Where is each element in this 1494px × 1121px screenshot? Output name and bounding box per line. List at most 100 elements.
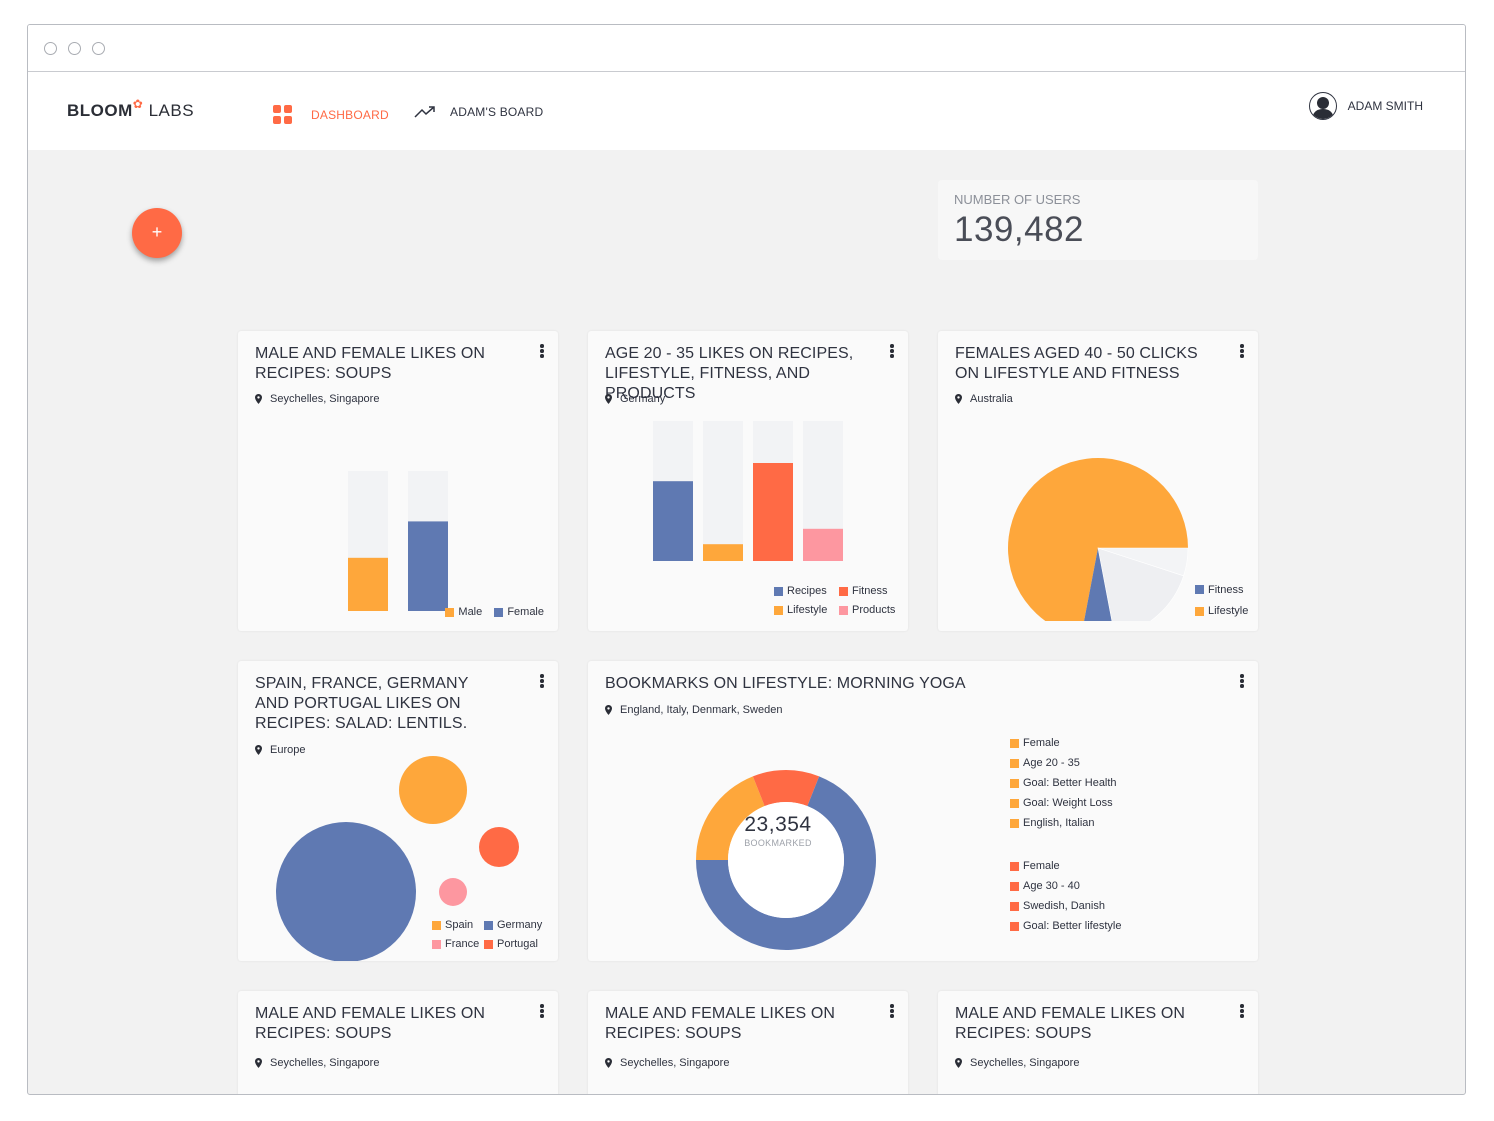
dashboard-grid-icon xyxy=(273,105,292,124)
legend-swatch xyxy=(839,605,848,615)
card-title: FEMALES AGED 40 - 50 CLICKS ON LIFESTYLE… xyxy=(955,345,1198,382)
legend-label: Goal: Better Health xyxy=(1023,777,1117,789)
legend-item: Germany xyxy=(484,919,542,931)
user-menu[interactable]: ADAM SMITH xyxy=(1308,92,1423,120)
pie-slice-other xyxy=(1097,547,1189,577)
avatar xyxy=(1308,92,1337,120)
legend-swatch xyxy=(1195,606,1204,616)
legend-item: Spain xyxy=(432,919,480,931)
logo[interactable]: BLOOM✿ LABS xyxy=(67,97,195,121)
legend-swatch xyxy=(484,920,493,930)
legend-swatch xyxy=(1010,738,1019,748)
legend-swatch xyxy=(445,607,455,617)
legend-swatch xyxy=(774,586,783,596)
location-pin-icon xyxy=(605,394,612,404)
browser-window: BLOOM✿ LABS DASHBOARD ADAM'S BOARD ADAM … xyxy=(27,24,1466,1095)
app-header: BLOOM✿ LABS DASHBOARD ADAM'S BOARD ADAM … xyxy=(28,72,1465,150)
chart-legend-group-red: Female Age 30 - 40 Swedish, Danish Goal:… xyxy=(1001,856,1121,936)
card-male-female-likes-4[interactable]: MALE AND FEMALE LIKES ON RECIPES: SOUPS … xyxy=(938,991,1258,1094)
legend-swatch xyxy=(1010,921,1019,931)
location-text: Europe xyxy=(270,744,306,756)
donut-segment-2 xyxy=(752,770,820,807)
location: Seychelles, Singapore xyxy=(605,1057,729,1069)
logo-light-text: LABS xyxy=(148,101,195,120)
legend-item: Age 20 - 35 xyxy=(1010,753,1117,773)
more-vert-icon[interactable] xyxy=(1240,674,1244,688)
window-close-button[interactable] xyxy=(44,42,57,55)
legend-swatch xyxy=(432,920,441,930)
nav-dashboard[interactable]: DASHBOARD xyxy=(273,105,389,124)
more-vert-icon[interactable] xyxy=(540,344,544,358)
legend-label: Goal: Weight Loss xyxy=(1023,797,1113,809)
donut-segment-3 xyxy=(696,776,876,950)
more-vert-icon[interactable] xyxy=(1240,1004,1244,1018)
legend-item: Goal: Weight Loss xyxy=(1010,793,1117,813)
legend-item: Female xyxy=(1010,733,1117,753)
location-pin-icon xyxy=(955,394,962,404)
card-bookmarks-yoga[interactable]: BOOKMARKS ON LIFESTYLE: MORNING YOGA Eng… xyxy=(588,661,1258,961)
bubble-chart xyxy=(276,756,519,961)
location-pin-icon xyxy=(605,705,612,715)
legend-label: English, Italian xyxy=(1023,817,1095,829)
chart-legend: Recipes Fitness Lifestyle Products xyxy=(768,585,908,616)
bubble-portugal xyxy=(479,827,519,867)
legend-label: Fitness xyxy=(852,585,888,597)
card-age-likes[interactable]: AGE 20 - 35 LIKES ON RECIPES, LIFESTYLE,… xyxy=(588,331,908,631)
bar-fitness xyxy=(753,463,793,561)
nav-dashboard-label: DASHBOARD xyxy=(311,107,389,122)
card-male-female-likes-3[interactable]: MALE AND FEMALE LIKES ON RECIPES: SOUPS … xyxy=(588,991,908,1094)
location: Europe xyxy=(255,744,305,756)
flower-icon: ✿ xyxy=(132,97,144,111)
user-silhouette-icon xyxy=(1311,97,1334,119)
bar-track xyxy=(703,421,743,561)
users-stat-value: 139,482 xyxy=(954,210,1085,249)
legend-swatch xyxy=(1195,585,1204,594)
more-vert-icon[interactable] xyxy=(1240,344,1244,358)
legend-label: Recipes xyxy=(787,585,827,597)
bar-female xyxy=(408,521,448,611)
card-title: MALE AND FEMALE LIKES ON RECIPES: SOUPS xyxy=(955,1005,1186,1042)
trending-up-icon xyxy=(414,106,435,118)
window-minimize-button[interactable] xyxy=(68,42,81,55)
location-pin-icon xyxy=(955,1058,962,1068)
window-maximize-button[interactable] xyxy=(92,42,105,55)
bubble-germany xyxy=(276,822,416,961)
legend-swatch xyxy=(1010,901,1019,911)
location-pin-icon xyxy=(605,1058,612,1068)
legend-item: Fitness xyxy=(1195,578,1248,601)
nav-board-label: ADAM'S BOARD xyxy=(450,105,544,119)
card-male-female-likes-2[interactable]: MALE AND FEMALE LIKES ON RECIPES: SOUPS … xyxy=(238,991,558,1094)
legend-label: Portugal xyxy=(497,938,538,950)
more-vert-icon[interactable] xyxy=(540,1004,544,1018)
legend-label: Germany xyxy=(497,919,543,931)
card-europe-likes[interactable]: SPAIN, FRANCE, GERMANY AND PORTUGAL LIKE… xyxy=(238,661,558,961)
donut-center: 23,354 BOOKMARKED xyxy=(718,813,838,848)
legend-swatch xyxy=(1010,758,1019,768)
add-button[interactable]: + xyxy=(132,208,182,258)
more-vert-icon[interactable] xyxy=(890,1004,894,1018)
card-title: MALE AND FEMALE LIKES ON RECIPES: SOUPS xyxy=(605,1005,836,1042)
card-title: MALE AND FEMALE LIKES ON RECIPES: SOUPS xyxy=(255,1005,486,1042)
nav-adams-board[interactable]: ADAM'S BOARD xyxy=(414,105,543,119)
user-name: ADAM SMITH xyxy=(1347,99,1423,113)
legend-label: Spain xyxy=(445,919,474,931)
more-vert-icon[interactable] xyxy=(540,674,544,688)
legend-swatch xyxy=(484,939,493,949)
legend-item: Male xyxy=(445,606,482,618)
location-text: England, Italy, Denmark, Sweden xyxy=(620,704,783,716)
legend-item: Recipes xyxy=(774,585,832,597)
legend-label: Male xyxy=(458,606,483,618)
legend-label: France xyxy=(445,938,480,950)
legend-label: Age 20 - 35 xyxy=(1023,757,1080,769)
card-females-clicks[interactable]: FEMALES AGED 40 - 50 CLICKS ON LIFESTYLE… xyxy=(938,331,1258,631)
legend-swatch xyxy=(1010,778,1019,788)
card-male-female-likes[interactable]: MALE AND FEMALE LIKES ON RECIPES: SOUPS … xyxy=(238,331,558,631)
legend-swatch xyxy=(1010,798,1019,808)
bar-products xyxy=(803,528,843,561)
more-vert-icon[interactable] xyxy=(890,344,894,358)
legend-swatch xyxy=(1010,861,1019,871)
card-title: MALE AND FEMALE LIKES ON RECIPES: SOUPS xyxy=(255,345,486,382)
bar-chart xyxy=(348,471,448,611)
legend-swatch xyxy=(839,586,848,596)
location-text: Seychelles, Singapore xyxy=(270,393,380,405)
